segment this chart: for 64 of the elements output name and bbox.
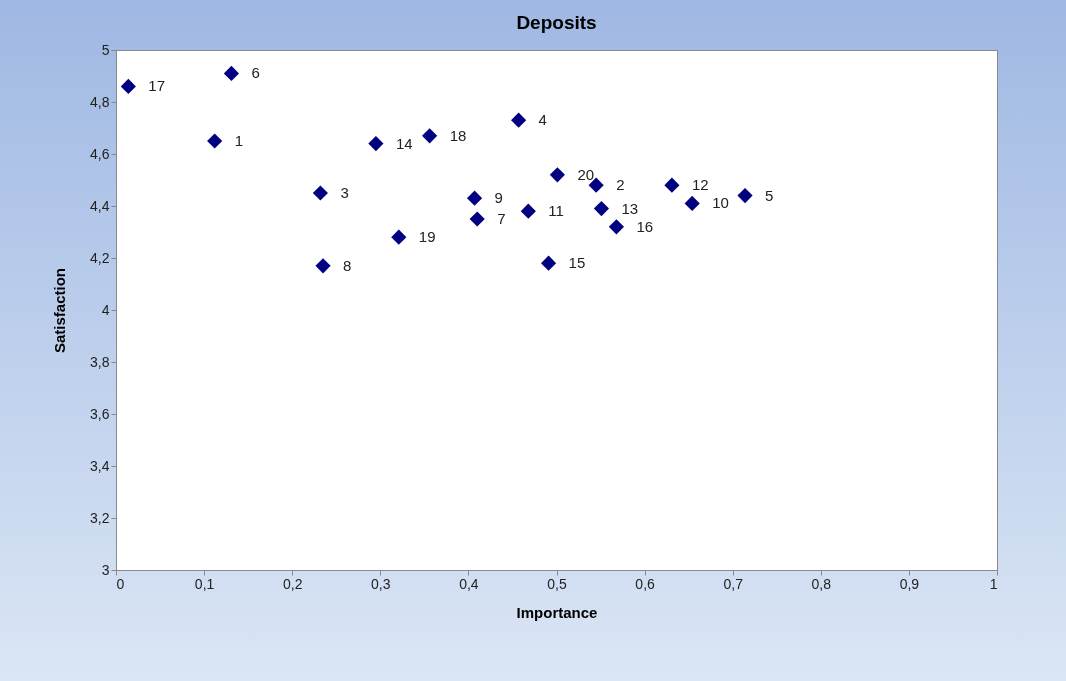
point bbox=[368, 136, 384, 152]
x-axis-title: Importance bbox=[516, 603, 598, 621]
x-tick-label: 0,7 bbox=[723, 575, 744, 592]
x-tick-label: 0,6 bbox=[635, 575, 656, 592]
y-tick-label: 3,6 bbox=[90, 405, 110, 422]
y-tick-label: 4,8 bbox=[90, 93, 110, 110]
annotation: 10 bbox=[712, 194, 729, 212]
point bbox=[391, 229, 407, 245]
chart-title: Deposits bbox=[516, 12, 597, 33]
y-tick-label: 3 bbox=[101, 561, 110, 578]
y-tick-label: 5 bbox=[101, 41, 110, 58]
point bbox=[120, 78, 136, 94]
x-tick-label: 0,5 bbox=[547, 575, 567, 592]
x-tick-label: 0,1 bbox=[194, 575, 215, 592]
annotation: 8 bbox=[343, 256, 352, 274]
annotation: 9 bbox=[494, 189, 503, 207]
y-tick-label: 3,4 bbox=[90, 457, 110, 474]
annotation: 2 bbox=[616, 176, 625, 194]
point bbox=[312, 185, 328, 201]
y-tick-label: 4,4 bbox=[90, 197, 110, 214]
point bbox=[466, 190, 483, 206]
annotation: 14 bbox=[395, 134, 413, 152]
point bbox=[315, 258, 331, 274]
x-tick-label: 0,3 bbox=[371, 575, 391, 592]
annotation: 5 bbox=[765, 186, 774, 204]
annotation: 1 bbox=[234, 132, 244, 149]
point bbox=[223, 65, 239, 81]
y-tick-label: 3,2 bbox=[90, 509, 110, 526]
point bbox=[540, 255, 557, 271]
y-tick-label: 4,2 bbox=[90, 249, 110, 266]
annotation: 11 bbox=[548, 202, 564, 220]
annotation: 4 bbox=[538, 111, 547, 129]
point bbox=[608, 219, 624, 235]
point bbox=[593, 201, 610, 217]
annotation: 17 bbox=[148, 77, 166, 95]
x-tick-label: 0,9 bbox=[899, 575, 920, 592]
x-tick-label: 0,4 bbox=[459, 575, 479, 592]
point bbox=[737, 188, 753, 204]
annotation: 7 bbox=[497, 210, 506, 227]
y-tick-label: 4 bbox=[101, 301, 110, 318]
y-axis-title: Satisfaction bbox=[51, 267, 69, 354]
x-tick-label: 0,8 bbox=[811, 575, 832, 592]
annotation: 18 bbox=[449, 126, 467, 144]
x-tick-label: 0 bbox=[116, 575, 125, 592]
annotation: 19 bbox=[418, 228, 436, 246]
point bbox=[664, 177, 680, 193]
point bbox=[469, 211, 485, 227]
annotation: 20 bbox=[577, 165, 595, 183]
point bbox=[207, 133, 223, 149]
annotation: 6 bbox=[251, 64, 260, 82]
x-tick-label: 1 bbox=[989, 575, 998, 592]
annotation: 15 bbox=[568, 254, 586, 272]
point bbox=[549, 167, 565, 183]
annotation: 13 bbox=[621, 199, 639, 217]
annotation: 16 bbox=[636, 217, 654, 235]
point bbox=[684, 195, 700, 211]
y-tick-label: 3,8 bbox=[90, 353, 110, 370]
annotation: 3 bbox=[340, 184, 349, 201]
point bbox=[520, 203, 536, 219]
x-tick-label: 0,2 bbox=[282, 575, 303, 592]
annotation: 12 bbox=[691, 176, 709, 194]
y-tick-label: 4,6 bbox=[90, 145, 110, 162]
point bbox=[511, 112, 527, 128]
point bbox=[422, 128, 438, 144]
